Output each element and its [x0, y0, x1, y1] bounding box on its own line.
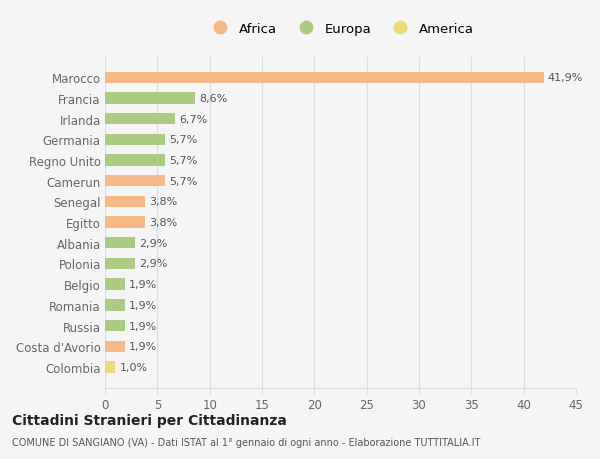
Text: 8,6%: 8,6%: [199, 94, 227, 104]
Bar: [105, 362, 115, 373]
Text: 1,9%: 1,9%: [129, 280, 157, 290]
Bar: [105, 238, 136, 249]
Text: 2,9%: 2,9%: [140, 259, 168, 269]
Text: 1,9%: 1,9%: [129, 300, 157, 310]
Bar: [105, 134, 164, 146]
Text: 1,9%: 1,9%: [129, 321, 157, 331]
Text: 5,7%: 5,7%: [169, 156, 197, 166]
Text: 41,9%: 41,9%: [548, 73, 583, 83]
Bar: [105, 93, 195, 104]
Text: 6,7%: 6,7%: [179, 114, 208, 124]
Text: 5,7%: 5,7%: [169, 135, 197, 145]
Legend: Africa, Europa, America: Africa, Europa, America: [202, 18, 479, 41]
Text: 3,8%: 3,8%: [149, 197, 177, 207]
Text: Cittadini Stranieri per Cittadinanza: Cittadini Stranieri per Cittadinanza: [12, 414, 287, 428]
Text: 3,8%: 3,8%: [149, 218, 177, 228]
Bar: [105, 217, 145, 228]
Bar: [105, 155, 164, 166]
Text: COMUNE DI SANGIANO (VA) - Dati ISTAT al 1° gennaio di ogni anno - Elaborazione T: COMUNE DI SANGIANO (VA) - Dati ISTAT al …: [12, 437, 481, 447]
Bar: [105, 279, 125, 290]
Bar: [105, 73, 544, 84]
Bar: [105, 300, 125, 311]
Bar: [105, 176, 164, 187]
Bar: [105, 114, 175, 125]
Bar: [105, 258, 136, 269]
Text: 5,7%: 5,7%: [169, 176, 197, 186]
Bar: [105, 320, 125, 331]
Bar: [105, 341, 125, 352]
Bar: [105, 196, 145, 207]
Text: 1,0%: 1,0%: [119, 362, 148, 372]
Text: 1,9%: 1,9%: [129, 341, 157, 352]
Text: 2,9%: 2,9%: [140, 238, 168, 248]
